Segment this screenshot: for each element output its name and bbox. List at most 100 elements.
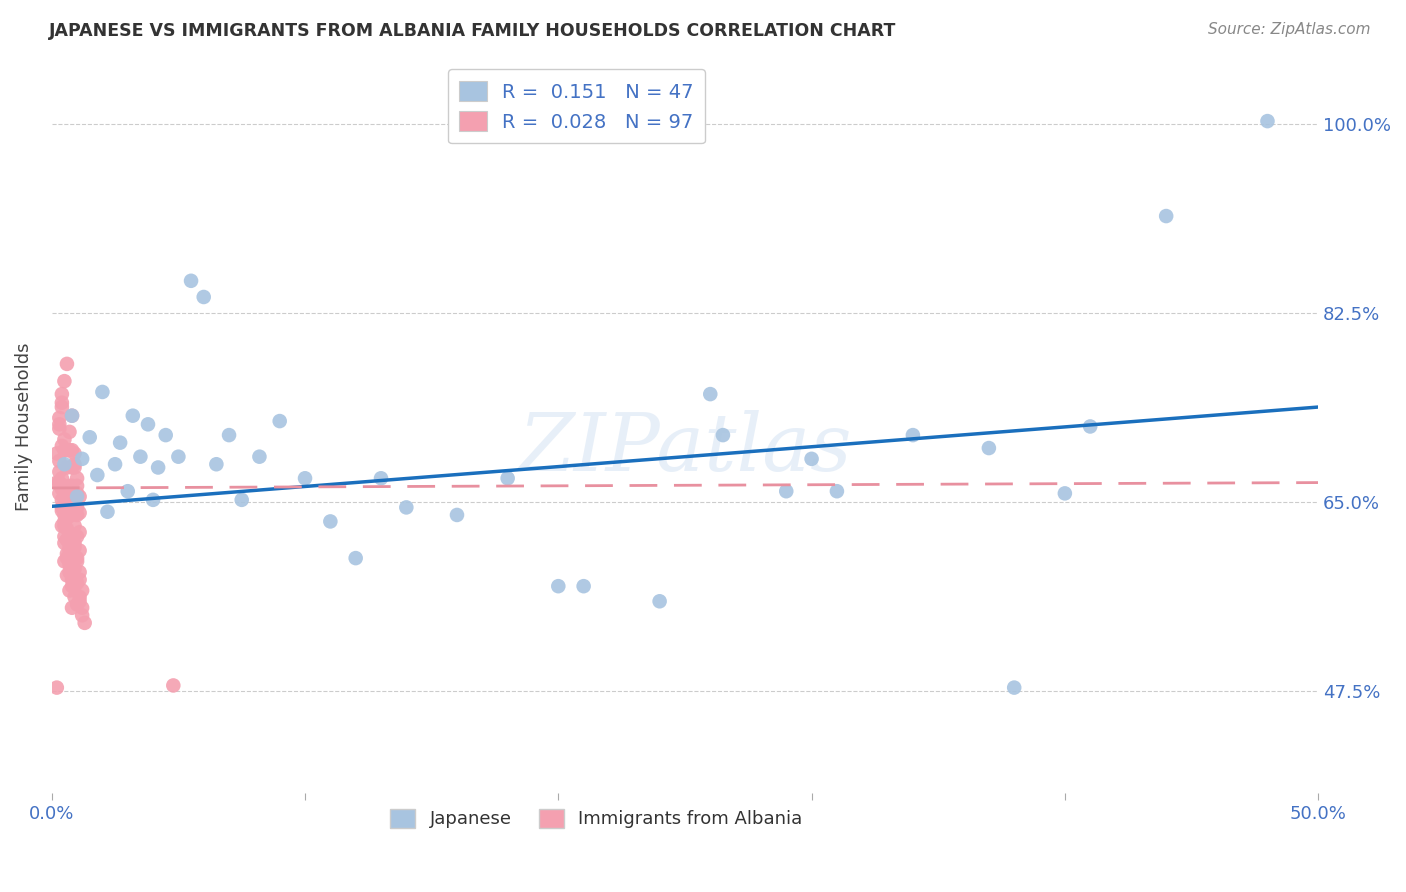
Point <box>146 460 169 475</box>
Point <box>269 414 291 428</box>
Point <box>60 508 83 522</box>
Point <box>86 468 108 483</box>
Point <box>231 492 253 507</box>
Point <box>69 590 91 604</box>
Point <box>48 465 70 479</box>
Point <box>51 503 73 517</box>
Point <box>48 417 70 432</box>
Point <box>66 529 89 543</box>
Point <box>60 600 83 615</box>
Point <box>56 522 79 536</box>
Point <box>648 594 671 608</box>
Point <box>51 482 73 496</box>
Point <box>1053 486 1076 500</box>
Point <box>51 387 73 401</box>
Point <box>45 446 67 460</box>
Point <box>53 374 76 388</box>
Point <box>60 551 83 566</box>
Point <box>53 554 76 568</box>
Point <box>108 435 131 450</box>
Point <box>395 500 418 515</box>
Text: ZIPatlas: ZIPatlas <box>519 409 852 487</box>
Point <box>48 475 70 490</box>
Point <box>63 590 86 604</box>
Point <box>117 484 139 499</box>
Point <box>60 460 83 475</box>
Point <box>66 479 89 493</box>
Point <box>711 428 734 442</box>
Text: Source: ZipAtlas.com: Source: ZipAtlas.com <box>1208 22 1371 37</box>
Point <box>825 484 848 499</box>
Point <box>446 508 468 522</box>
Point <box>63 446 86 460</box>
Point <box>48 486 70 500</box>
Point <box>63 579 86 593</box>
Point <box>70 451 93 466</box>
Point <box>60 529 83 543</box>
Point <box>69 573 91 587</box>
Point <box>56 503 79 517</box>
Point <box>193 290 215 304</box>
Point <box>167 450 190 464</box>
Point <box>70 583 93 598</box>
Point <box>70 608 93 623</box>
Point <box>60 443 83 458</box>
Point <box>53 457 76 471</box>
Point <box>56 547 79 561</box>
Point <box>60 579 83 593</box>
Point <box>56 511 79 525</box>
Point <box>699 387 721 401</box>
Point <box>547 579 569 593</box>
Point <box>66 576 89 591</box>
Point <box>66 508 89 522</box>
Point <box>218 428 240 442</box>
Point <box>66 500 89 515</box>
Point <box>58 541 80 555</box>
Point <box>800 451 823 466</box>
Y-axis label: Family Households: Family Households <box>15 343 32 511</box>
Point <box>58 543 80 558</box>
Point <box>572 579 595 593</box>
Point <box>319 515 342 529</box>
Point <box>1154 209 1177 223</box>
Point <box>58 529 80 543</box>
Point <box>53 515 76 529</box>
Point <box>58 583 80 598</box>
Point <box>56 443 79 458</box>
Point <box>155 428 177 442</box>
Point <box>58 490 80 504</box>
Point <box>344 551 367 566</box>
Point <box>66 554 89 568</box>
Point <box>56 357 79 371</box>
Point <box>69 565 91 579</box>
Point <box>96 505 118 519</box>
Point <box>48 422 70 436</box>
Point <box>51 471 73 485</box>
Point <box>56 533 79 547</box>
Point <box>63 536 86 550</box>
Point <box>66 598 89 612</box>
Point <box>58 497 80 511</box>
Point <box>63 518 86 533</box>
Point <box>60 573 83 587</box>
Text: JAPANESE VS IMMIGRANTS FROM ALBANIA FAMILY HOUSEHOLDS CORRELATION CHART: JAPANESE VS IMMIGRANTS FROM ALBANIA FAMI… <box>49 22 897 40</box>
Legend: Japanese, Immigrants from Albania: Japanese, Immigrants from Albania <box>382 802 810 836</box>
Point <box>104 457 127 471</box>
Point <box>58 479 80 493</box>
Point <box>53 486 76 500</box>
Point <box>51 518 73 533</box>
Point <box>53 433 76 447</box>
Point <box>53 496 76 510</box>
Point <box>70 600 93 615</box>
Point <box>1078 419 1101 434</box>
Point <box>45 681 67 695</box>
Point <box>63 541 86 555</box>
Point <box>51 492 73 507</box>
Point <box>63 562 86 576</box>
Point <box>58 443 80 458</box>
Point <box>63 500 86 515</box>
Point <box>69 594 91 608</box>
Point <box>53 443 76 458</box>
Point <box>91 384 114 399</box>
Point <box>56 533 79 547</box>
